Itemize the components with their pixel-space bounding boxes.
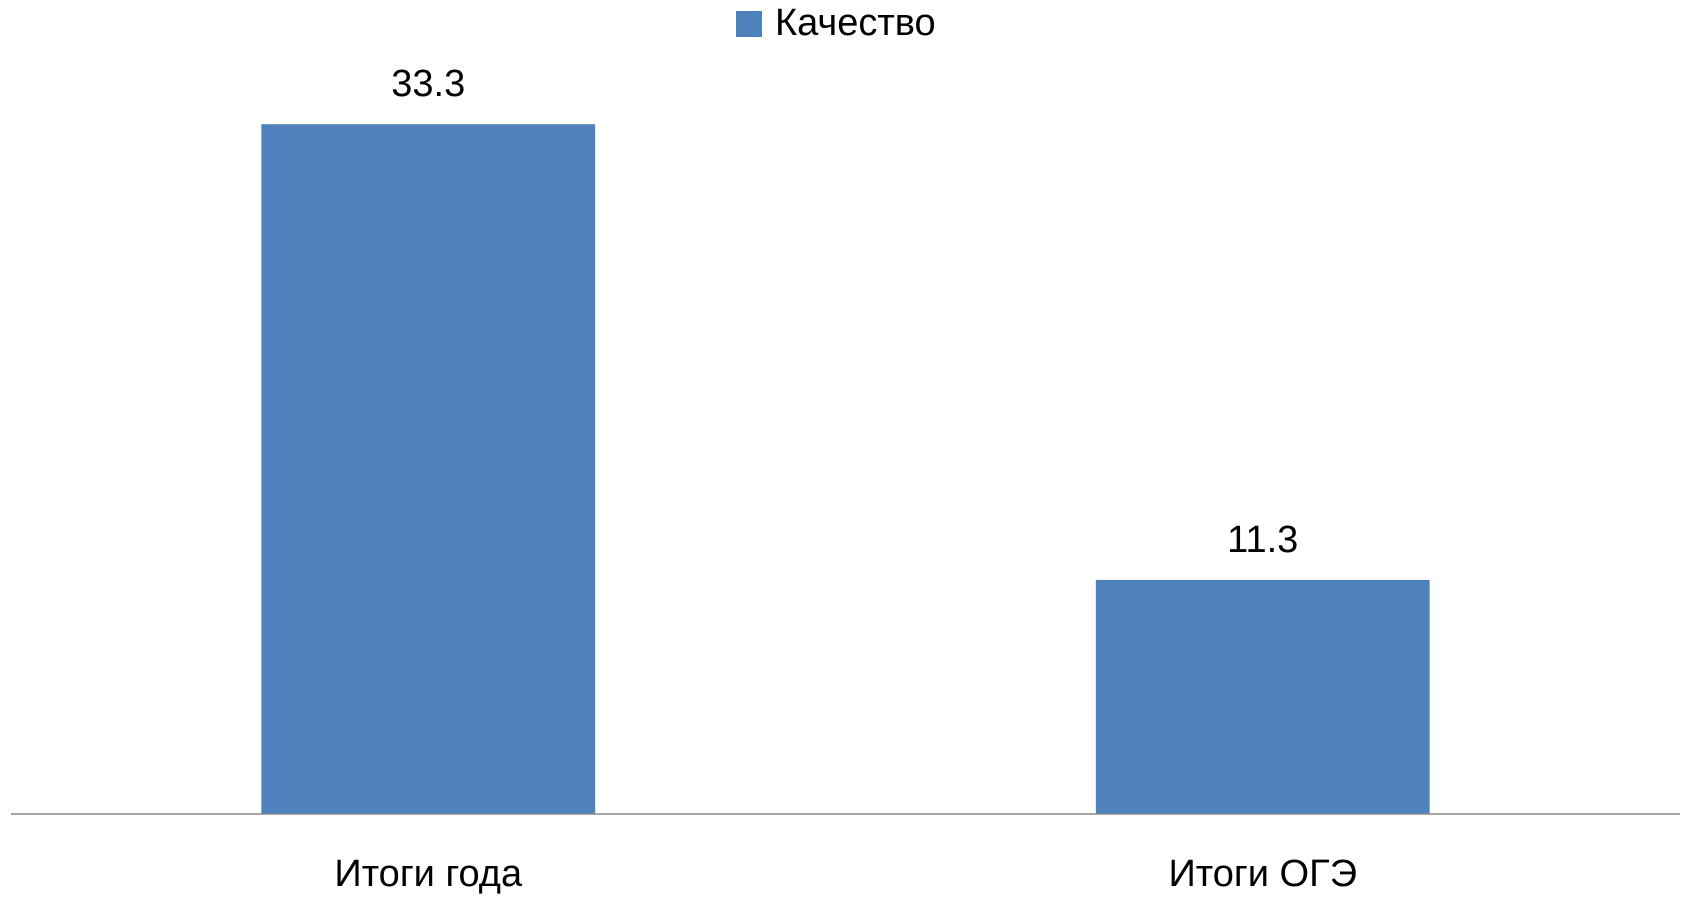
bar bbox=[1095, 579, 1430, 814]
x-tick-label: Итоги года bbox=[334, 853, 523, 895]
data-label: 11.3 bbox=[1227, 519, 1298, 561]
x-tick-label: Итоги ОГЭ bbox=[1168, 853, 1357, 895]
legend-label: Качество bbox=[775, 2, 936, 44]
bar bbox=[261, 124, 596, 814]
data-label: 33.3 bbox=[391, 63, 465, 105]
legend-swatch bbox=[736, 11, 762, 37]
